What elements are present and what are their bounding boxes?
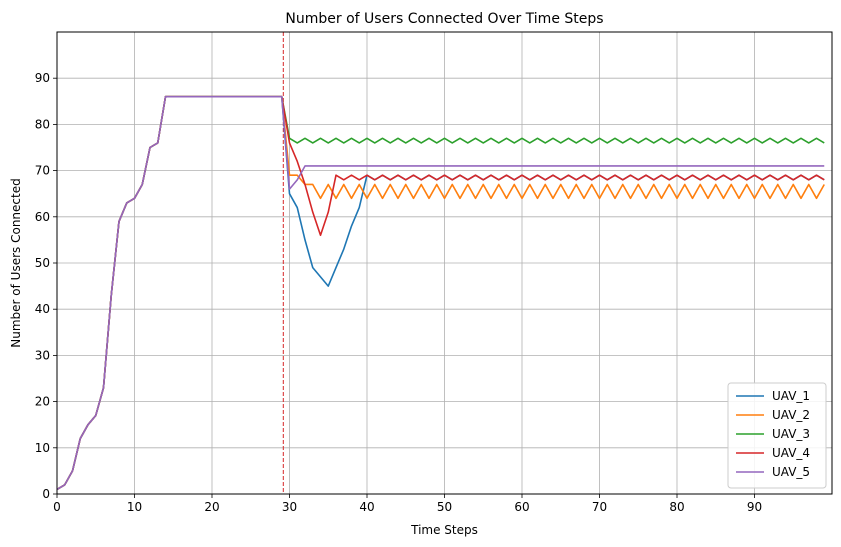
y-tick-label: 70 (35, 164, 50, 178)
legend-label: UAV_5 (772, 465, 810, 479)
y-tick-label: 40 (35, 302, 50, 316)
x-tick-label: 50 (437, 500, 452, 514)
x-tick-label: 70 (592, 500, 607, 514)
x-tick-label: 90 (747, 500, 762, 514)
x-tick-label: 80 (669, 500, 684, 514)
x-tick-label: 30 (282, 500, 297, 514)
legend-label: UAV_2 (772, 408, 810, 422)
x-axis-ticks: 0 10 20 30 40 50 60 70 80 90 (53, 494, 762, 514)
legend-label: UAV_4 (772, 446, 810, 460)
legend-label: UAV_3 (772, 427, 810, 441)
legend: UAV_1 UAV_2 UAV_3 UAV_4 UAV_5 (727, 382, 827, 489)
grid (56, 32, 832, 495)
legend-box (727, 382, 827, 489)
y-tick-label: 0 (42, 487, 50, 501)
y-tick-label: 90 (35, 71, 50, 85)
y-tick-label: 50 (35, 256, 50, 270)
series-line-uav_5 (56, 95, 825, 491)
x-axis-label: Time Steps (410, 523, 478, 537)
x-tick-label: 0 (53, 500, 61, 514)
x-tick-label: 10 (127, 500, 142, 514)
series-lines (56, 95, 825, 491)
y-tick-label: 80 (35, 117, 50, 131)
x-tick-label: 20 (204, 500, 219, 514)
y-tick-label: 60 (35, 210, 50, 224)
chart-title: Number of Users Connected Over Time Step… (285, 11, 603, 27)
x-tick-label: 60 (514, 500, 529, 514)
y-axis-ticks: 0 10 20 30 40 50 60 70 80 90 (35, 71, 57, 501)
y-tick-label: 10 (35, 441, 50, 455)
y-tick-label: 30 (35, 348, 50, 362)
y-axis-label: Number of Users Connected (9, 178, 23, 347)
x-tick-label: 40 (359, 500, 374, 514)
y-tick-label: 20 (35, 395, 50, 409)
legend-label: UAV_1 (772, 389, 810, 403)
